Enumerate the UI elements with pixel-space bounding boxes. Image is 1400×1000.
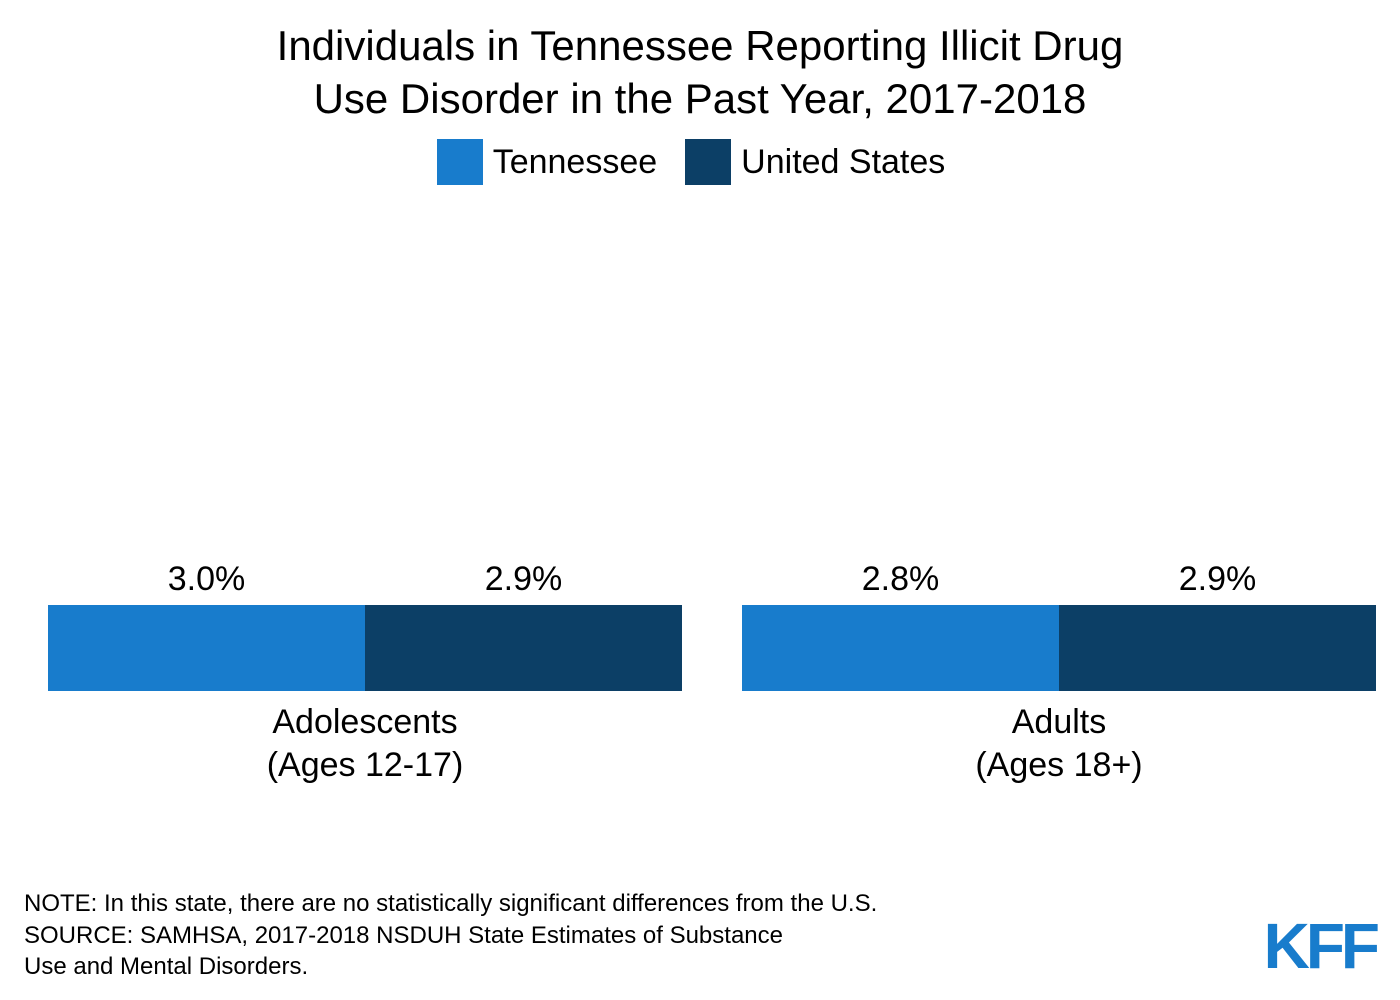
title-line-2: Use Disorder in the Past Year, 2017-2018 — [314, 75, 1087, 122]
footer-text: NOTE: In this state, there are no statis… — [24, 888, 877, 982]
legend: Tennessee United States — [0, 139, 1400, 185]
chart-title: Individuals in Tennessee Reporting Illic… — [0, 0, 1400, 125]
bar — [365, 605, 682, 691]
bar-value-label: 2.8% — [862, 560, 940, 599]
legend-swatch-united-states — [685, 139, 731, 185]
legend-swatch-tennessee — [437, 139, 483, 185]
category-line-2: (Ages 18+) — [975, 746, 1142, 784]
category-label: Adults (Ages 18+) — [742, 701, 1376, 786]
footer-note: NOTE: In this state, there are no statis… — [24, 888, 877, 919]
bar-wrap: 3.0% — [48, 560, 365, 691]
category-line-1: Adolescents — [272, 703, 457, 741]
category-label: Adolescents (Ages 12-17) — [48, 701, 682, 786]
title-line-1: Individuals in Tennessee Reporting Illic… — [277, 22, 1124, 69]
footer: NOTE: In this state, there are no statis… — [24, 888, 1376, 982]
bar-group: 2.8% 2.9% Adults (Ages 18+) — [742, 560, 1376, 786]
bar — [742, 605, 1059, 691]
bar-value-label: 3.0% — [168, 560, 246, 599]
bar-wrap: 2.8% — [742, 560, 1059, 691]
bar — [48, 605, 365, 691]
bars-row: 2.8% 2.9% — [742, 560, 1376, 691]
legend-label-tennessee: Tennessee — [493, 143, 657, 182]
bar-groups: 3.0% 2.9% Adolescents (Ages 12-17) 2.8% 2.9% A… — [48, 560, 1376, 786]
chart-area: 3.0% 2.9% Adolescents (Ages 12-17) 2.8% 2.9% A… — [48, 560, 1376, 786]
bar-value-label: 2.9% — [1179, 560, 1257, 599]
category-line-2: (Ages 12-17) — [267, 746, 464, 784]
bar-wrap: 2.9% — [365, 560, 682, 691]
kff-logo: KFF — [1264, 914, 1376, 982]
bar-group: 3.0% 2.9% Adolescents (Ages 12-17) — [48, 560, 682, 786]
footer-source-line-2: Use and Mental Disorders. — [24, 951, 877, 982]
bar-value-label: 2.9% — [485, 560, 563, 599]
bars-row: 3.0% 2.9% — [48, 560, 682, 691]
bar-wrap: 2.9% — [1059, 560, 1376, 691]
legend-label-united-states: United States — [741, 143, 945, 182]
category-line-1: Adults — [1012, 703, 1107, 741]
bar — [1059, 605, 1376, 691]
footer-source-line-1: SOURCE: SAMHSA, 2017-2018 NSDUH State Es… — [24, 920, 877, 951]
